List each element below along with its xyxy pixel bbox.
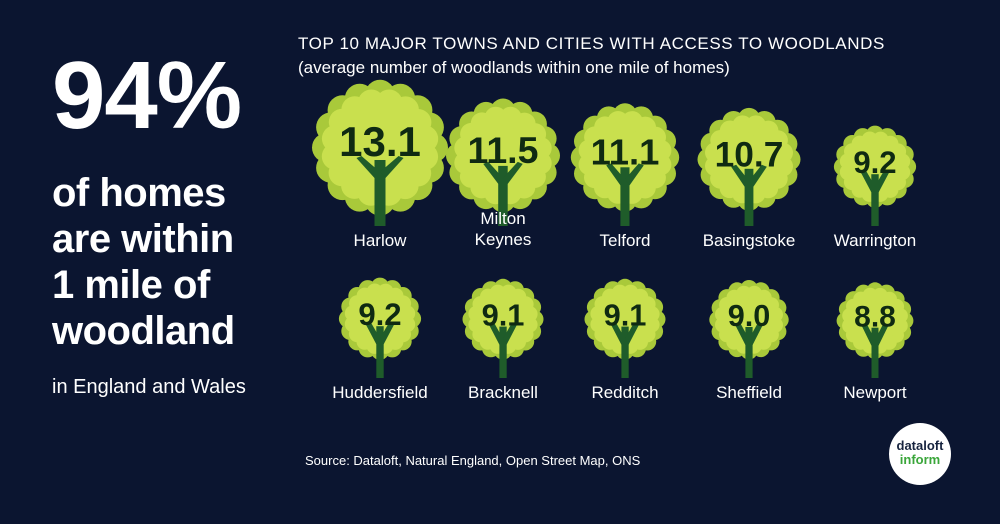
headline-text: of homes are within 1 mile of woodland <box>52 170 302 354</box>
tree-mark <box>446 98 560 226</box>
city-label: Redditch <box>591 383 658 402</box>
tree-mark <box>338 277 422 378</box>
tree-mark <box>709 280 789 378</box>
tree-value-label: 9.2 <box>358 297 401 332</box>
dataloft-logo: dataloft inform <box>889 423 951 485</box>
tree-mark <box>697 107 801 226</box>
city-label: Warrington <box>834 231 917 250</box>
tree-mark <box>570 103 680 226</box>
tree-mark <box>833 125 917 226</box>
headline-line-1: of homes <box>52 171 226 215</box>
headline-panel: 94% of homes are within 1 mile of woodla… <box>52 48 302 399</box>
headline-line-3: 1 mile of <box>52 263 210 307</box>
city-label: Keynes <box>475 230 532 249</box>
city-label: Milton <box>480 209 525 228</box>
headline-line-4: woodland <box>52 309 235 353</box>
tree-value-label: 9.0 <box>728 299 771 333</box>
chart-subtitle: (average number of woodlands within one … <box>298 58 730 77</box>
source-note: Source: Dataloft, Natural England, Open … <box>305 453 641 468</box>
city-label: Telford <box>599 231 650 250</box>
tree-value-label: 9.1 <box>482 297 525 332</box>
tree-value-label: 9.2 <box>853 145 896 180</box>
tree-value-label: 9.1 <box>604 297 647 332</box>
city-label: Newport <box>843 383 907 402</box>
logo-line-2: inform <box>899 452 941 467</box>
city-label: Harlow <box>354 231 408 250</box>
logo-line-1: dataloft <box>896 438 944 453</box>
tree-value-label: 10.7 <box>715 136 784 175</box>
chart-title: TOP 10 MAJOR TOWNS AND CITIES WITH ACCES… <box>298 34 885 53</box>
city-label: Basingstoke <box>703 231 796 250</box>
headline-region: in England and Wales <box>52 376 246 398</box>
tree-mark <box>312 79 448 226</box>
city-label: Huddersfield <box>332 383 427 402</box>
tree-mark <box>836 282 914 378</box>
tree-value-label: 8.8 <box>854 301 896 334</box>
tree-value-label: 11.5 <box>468 129 539 171</box>
tree-mark <box>584 278 666 378</box>
tree-value-label: 11.1 <box>591 132 660 173</box>
city-label: Sheffield <box>716 383 782 402</box>
headline-percent: 94% <box>52 42 242 149</box>
city-label: Bracknell <box>468 383 538 402</box>
tree-mark <box>462 278 544 378</box>
headline-line-2: are within <box>52 217 234 261</box>
tree-value-label: 13.1 <box>339 118 421 165</box>
